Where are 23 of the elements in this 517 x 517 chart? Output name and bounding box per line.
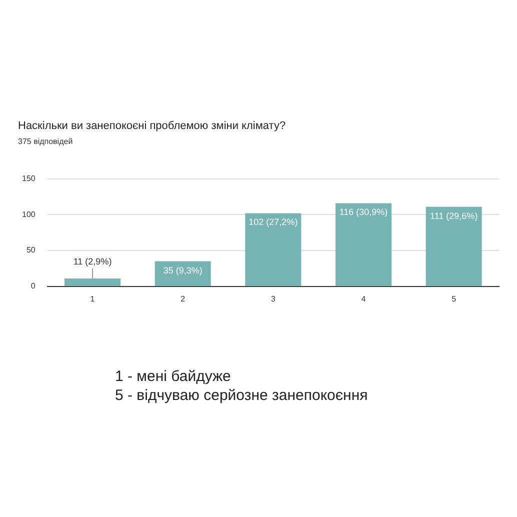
bar — [64, 278, 121, 286]
x-tick-label: 3 — [270, 294, 276, 304]
data-label: 11 (2,9%) — [73, 256, 112, 266]
x-tick-label: 1 — [90, 294, 96, 304]
bar — [245, 213, 302, 286]
text: 5 - відчуваю серйозне занепокоєння — [115, 386, 368, 405]
bar — [336, 203, 392, 286]
x-tick-label: 4 — [361, 294, 366, 304]
x-tick-label: 2 — [180, 294, 186, 304]
x-tick-label: 5 — [452, 294, 457, 304]
text: 1 - мені байдуже — [115, 367, 232, 386]
data-label: 116 (30,9%) — [339, 207, 388, 218]
chart-title: Наскільки ви занепокоєні проблемою зміни клімату? — [18, 120, 286, 132]
chart-subtitle: 375 відповідей — [18, 137, 73, 146]
bar — [426, 206, 482, 286]
y-tick-label: 0 — [30, 282, 36, 291]
data-label: 111 (29,6%) — [430, 210, 478, 221]
y-tick-label: 100 — [22, 210, 36, 219]
data-label: 102 (27,2%) — [248, 217, 298, 228]
y-tick-label: 50 — [26, 246, 36, 255]
data-label: 35 (9,3%) — [163, 265, 202, 276]
y-tick-label: 150 — [22, 174, 36, 184]
bar — [154, 261, 211, 286]
